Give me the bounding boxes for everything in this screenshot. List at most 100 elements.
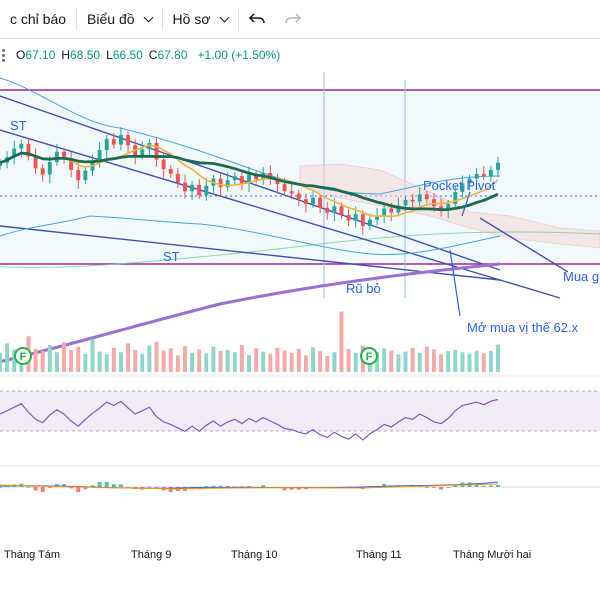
volume-bar xyxy=(126,343,131,372)
candle-body xyxy=(282,184,287,192)
macd-hist-bar xyxy=(26,486,31,488)
candle-body xyxy=(311,197,315,204)
volume-bar xyxy=(47,345,52,372)
volume-bar xyxy=(133,350,138,372)
candle-body xyxy=(389,208,394,213)
volume-bar xyxy=(488,351,493,372)
candle-body xyxy=(332,206,337,213)
volume-bar xyxy=(62,342,66,372)
volume-bar xyxy=(311,347,315,372)
x-tick-label: Tháng Tám xyxy=(4,549,60,561)
low-value: 66.50 xyxy=(112,48,143,62)
volume-bar xyxy=(254,348,259,372)
redo-button[interactable] xyxy=(275,0,311,38)
candle-body xyxy=(339,206,344,215)
volume-bar xyxy=(474,350,479,372)
candle-body xyxy=(453,192,458,204)
candle-body xyxy=(83,170,88,181)
volume-bar xyxy=(268,353,273,372)
volume-bar xyxy=(90,339,95,372)
macd-hist-bar xyxy=(439,487,444,490)
macd-hist-bar xyxy=(5,486,10,487)
volume-bar xyxy=(325,356,330,372)
indicators-label: c chỉ báo xyxy=(10,11,67,27)
volume-bar xyxy=(147,345,152,372)
toolbar-divider xyxy=(76,8,78,30)
chevron-down-icon xyxy=(143,12,153,22)
volume-bar xyxy=(432,349,436,372)
candle-body xyxy=(353,214,358,221)
volume-bar xyxy=(239,345,244,372)
candle-body xyxy=(168,169,173,174)
volume-bar xyxy=(446,351,451,372)
candle-body xyxy=(0,162,2,166)
volume-bar xyxy=(168,348,173,372)
macd-hist-bar xyxy=(69,487,74,489)
undo-button[interactable] xyxy=(239,0,275,38)
macd-hist-bar xyxy=(168,487,173,492)
candle-body xyxy=(467,178,472,184)
candle-body xyxy=(161,159,166,170)
close-label: C xyxy=(148,48,158,62)
more-icon[interactable] xyxy=(0,44,10,66)
volume-bar xyxy=(318,351,323,372)
macd-hist-bar xyxy=(496,485,500,487)
macd-hist-bar xyxy=(47,487,52,488)
candle-body xyxy=(76,169,81,181)
cloud-lower-line xyxy=(0,231,600,268)
price-chart[interactable]: ST ST Rũ bỏ Pocket Pivot Mua g Mở mua vị… xyxy=(0,66,600,600)
volume-bar xyxy=(346,348,351,372)
macd-hist-bar xyxy=(211,485,216,487)
profile-dropdown[interactable]: Hồ sơ xyxy=(163,0,238,38)
annotation-open-position: Mở mua vị thế 62.x xyxy=(467,320,579,335)
chevron-down-icon xyxy=(219,12,229,22)
candle-body xyxy=(325,207,330,213)
macd-hist-bar xyxy=(33,487,38,491)
high-label: H xyxy=(61,48,71,62)
x-tick-label: Tháng 11 xyxy=(356,549,402,561)
undo-icon xyxy=(248,13,265,24)
volume-bar xyxy=(339,311,344,372)
candle-body xyxy=(12,148,17,158)
candle-body xyxy=(118,135,123,145)
volume-bar xyxy=(40,351,45,372)
volume-bar xyxy=(218,351,223,372)
candle-body xyxy=(367,219,372,227)
candle-body xyxy=(26,143,31,157)
volume-bar xyxy=(375,352,380,372)
close-value: 67.80 xyxy=(157,48,188,62)
macd-hist-bar xyxy=(481,485,486,487)
volume-bar xyxy=(69,350,74,372)
macd-hist-bar xyxy=(424,486,429,488)
volume-bar xyxy=(154,341,159,372)
candle-body xyxy=(204,185,209,196)
rsi-band xyxy=(0,391,600,431)
macd-hist-bar xyxy=(118,484,123,487)
long-ma-line xyxy=(0,262,501,364)
candle-body xyxy=(232,176,237,181)
macd-hist-bar xyxy=(453,484,458,487)
candle-body xyxy=(481,173,486,177)
time-axis: Tháng Tám Tháng 9 Tháng 10 Tháng 11 Thán… xyxy=(4,549,531,561)
annotation-buy-label: Mua g xyxy=(563,269,599,284)
candle-body xyxy=(175,173,180,183)
volume-bar xyxy=(211,346,216,372)
candle-body xyxy=(40,168,45,175)
x-tick-label: Tháng 9 xyxy=(131,549,171,561)
indicators-button[interactable]: c chỉ báo xyxy=(0,0,76,38)
volume-bar xyxy=(439,354,444,372)
chart-type-dropdown[interactable]: Biểu đồ xyxy=(77,0,161,38)
candle-body xyxy=(47,161,52,175)
volume-bar xyxy=(97,351,102,372)
candle-body xyxy=(403,199,408,206)
price-pane: ST ST Rũ bỏ Pocket Pivot Mua g Mở mua vị… xyxy=(0,72,600,364)
redo-icon xyxy=(284,13,301,24)
macd-hist-bar xyxy=(62,484,66,487)
macd-hist-bar xyxy=(282,487,287,491)
macd-hist-bar xyxy=(239,486,244,488)
top-toolbar: c chỉ báo Biểu đồ Hồ sơ xyxy=(0,0,600,39)
ohlc-legend: O 67.10 H 68.50 L 66.50 C 67.80 +1.00 (+… xyxy=(0,44,280,66)
candle-body xyxy=(154,142,159,160)
candle-body xyxy=(239,176,244,184)
candle-body xyxy=(318,197,323,208)
